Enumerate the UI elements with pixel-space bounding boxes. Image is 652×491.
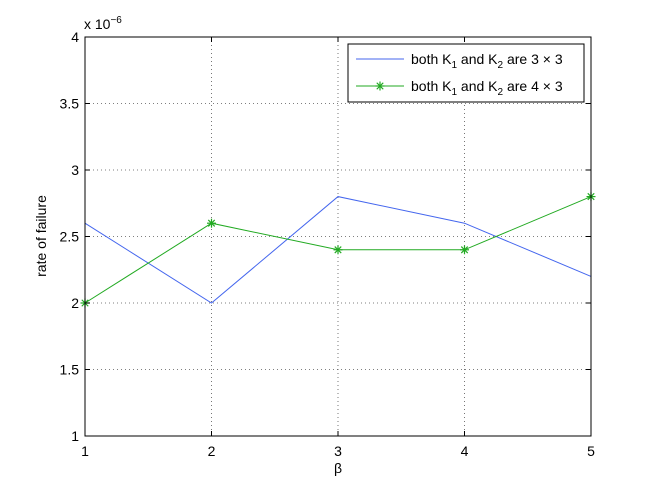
grid-lines [85,37,591,436]
y-tick-label: 2 [71,295,79,311]
legend: both K1 and K2 are 3 × 3 both K1 and K2 … [347,43,585,103]
y-tick-labels: 1 1.5 2 2.5 3 3.5 4 [60,29,80,444]
y-axis-label: rate of failure [33,195,49,277]
y-tick-label: 3.5 [60,96,80,112]
x-tick-label: 5 [587,443,595,459]
y-tick-label: 1 [71,428,79,444]
legend-entry-1: both K1 and K2 are 4 × 3 [356,78,563,98]
legend-marker-1 [375,81,385,91]
y-tick-label: 1.5 [60,362,80,378]
x-tick-labels: 1 2 3 4 5 [81,443,595,459]
y-multiplier-prefix: x 10 [84,16,111,32]
series-1-point [207,218,216,228]
x-tick-label: 1 [81,443,89,459]
legend-label-1: both K1 and K2 are 4 × 3 [411,78,563,98]
y-tick-label: 2.5 [60,229,80,245]
series-1-point [333,245,343,255]
x-tick-label: 3 [334,443,342,459]
x-tick-label: 4 [461,443,469,459]
y-tick-label: 4 [71,29,79,45]
y-multiplier-exponent: −6 [110,15,122,26]
series-1-point [460,245,469,255]
legend-box [347,43,585,103]
axis-ticks [84,36,592,437]
legend-label-0: both K1 and K2 are 3 × 3 [411,51,563,71]
legend-entry-0: both K1 and K2 are 3 × 3 [356,51,563,71]
x-tick-label: 2 [208,443,216,459]
x-axis-label: β [334,460,342,476]
y-multiplier-label: x 10−6 [84,15,122,32]
legend-marker-point [375,81,385,91]
series-line-0 [84,196,592,304]
y-tick-label: 3 [71,162,79,178]
